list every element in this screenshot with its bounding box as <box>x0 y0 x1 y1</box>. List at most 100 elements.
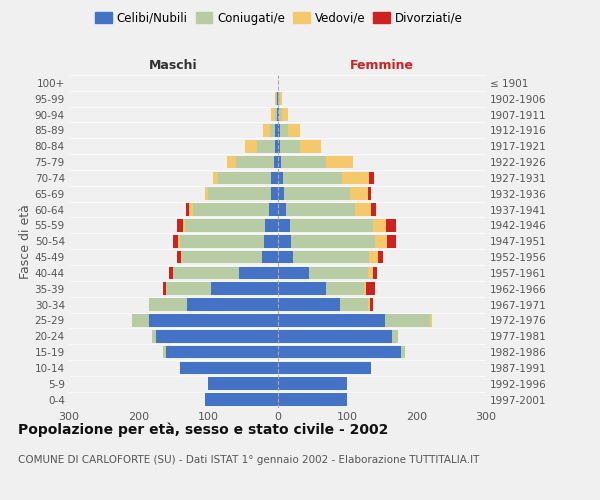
Bar <box>340 298 368 311</box>
Bar <box>185 219 265 232</box>
Bar <box>208 188 271 200</box>
Bar <box>277 76 278 89</box>
Bar <box>213 172 218 184</box>
Bar <box>373 266 377 279</box>
Bar <box>368 298 370 311</box>
Y-axis label: Fasce di età: Fasce di età <box>19 204 32 279</box>
Bar <box>218 172 271 184</box>
Bar <box>290 219 373 232</box>
Bar <box>292 235 375 248</box>
Bar <box>193 203 269 216</box>
Bar <box>283 108 288 121</box>
Bar <box>277 156 281 168</box>
Bar <box>163 282 166 295</box>
Bar <box>370 298 373 311</box>
Bar <box>326 156 353 168</box>
Bar <box>401 346 404 358</box>
Bar <box>205 188 208 200</box>
Text: Popolazione per età, sesso e stato civile - 2002: Popolazione per età, sesso e stato civil… <box>18 422 388 437</box>
Bar <box>280 92 281 105</box>
Bar <box>270 124 275 136</box>
Bar <box>149 314 277 327</box>
Bar <box>178 235 180 248</box>
Bar <box>166 282 211 295</box>
Legend: Celibi/Nubili, Coniugati/e, Vedovi/e, Divorziati/e: Celibi/Nubili, Coniugati/e, Vedovi/e, Di… <box>91 7 467 30</box>
Bar <box>208 378 277 390</box>
Bar <box>131 314 149 327</box>
Text: COMUNE DI CARLOFORTE (SU) - Dati ISTAT 1° gennaio 2002 - Elaborazione TUTTITALIA: COMUNE DI CARLOFORTE (SU) - Dati ISTAT 1… <box>18 455 479 465</box>
Bar <box>392 330 398 342</box>
Bar <box>173 266 239 279</box>
Bar <box>274 156 277 168</box>
Bar <box>265 219 277 232</box>
Bar <box>276 92 277 105</box>
Bar <box>173 235 178 248</box>
Bar <box>277 108 279 121</box>
Bar <box>263 235 277 248</box>
Bar <box>269 203 277 216</box>
Bar <box>245 140 257 152</box>
Text: Maschi: Maschi <box>149 59 197 72</box>
Bar <box>277 346 401 358</box>
Bar <box>375 235 388 248</box>
Bar <box>277 188 284 200</box>
Bar <box>262 250 277 264</box>
Bar <box>293 250 369 264</box>
Bar <box>169 266 173 279</box>
Bar <box>277 124 280 136</box>
Bar <box>149 298 187 311</box>
Bar <box>178 219 183 232</box>
Bar <box>189 203 193 216</box>
Bar <box>342 172 368 184</box>
Bar <box>181 250 182 264</box>
Bar <box>257 140 275 152</box>
Bar <box>277 140 280 152</box>
Bar <box>277 298 340 311</box>
Bar <box>350 188 368 200</box>
Bar <box>277 282 326 295</box>
Bar <box>430 314 433 327</box>
Bar <box>284 188 350 200</box>
Bar <box>275 140 277 152</box>
Bar <box>277 235 292 248</box>
Bar <box>239 266 277 279</box>
Bar <box>388 235 395 248</box>
Bar <box>275 108 277 121</box>
Y-axis label: Anni di nascita: Anni di nascita <box>599 195 600 288</box>
Bar <box>156 330 277 342</box>
Bar <box>278 92 280 105</box>
Bar <box>385 314 430 327</box>
Text: Femmine: Femmine <box>350 59 414 72</box>
Bar <box>286 203 355 216</box>
Bar <box>180 235 263 248</box>
Bar <box>368 172 374 184</box>
Bar <box>152 330 156 342</box>
Bar <box>178 250 181 264</box>
Bar <box>277 378 347 390</box>
Bar <box>186 203 189 216</box>
Bar <box>280 140 301 152</box>
Bar <box>309 266 368 279</box>
Bar <box>326 282 364 295</box>
Bar <box>377 250 383 264</box>
Bar <box>280 124 288 136</box>
Bar <box>277 266 309 279</box>
Bar <box>277 362 371 374</box>
Bar <box>371 203 376 216</box>
Bar <box>364 282 367 295</box>
Bar <box>386 219 397 232</box>
Bar <box>227 156 236 168</box>
Bar <box>271 108 275 121</box>
Bar <box>183 219 185 232</box>
Bar <box>187 298 277 311</box>
Bar <box>263 124 270 136</box>
Bar <box>271 188 277 200</box>
Bar <box>288 124 301 136</box>
Bar <box>277 92 278 105</box>
Bar <box>236 156 274 168</box>
Bar <box>277 203 286 216</box>
Bar <box>275 124 277 136</box>
Bar <box>277 172 283 184</box>
Bar <box>368 188 371 200</box>
Bar <box>277 330 392 342</box>
